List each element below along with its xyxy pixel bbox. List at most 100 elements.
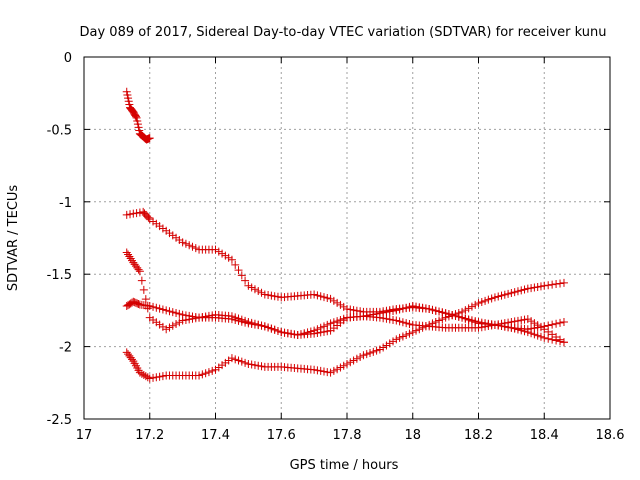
data-point xyxy=(313,366,322,375)
data-point xyxy=(326,294,335,303)
data-point xyxy=(168,308,177,317)
data-point xyxy=(556,318,565,327)
data-point xyxy=(366,311,375,320)
data-point xyxy=(204,368,213,377)
data-point xyxy=(362,311,371,320)
data-point xyxy=(527,317,536,326)
x-tick-label: 17.6 xyxy=(267,428,296,443)
data-point xyxy=(158,305,167,314)
data-point xyxy=(231,260,240,269)
data-point xyxy=(247,320,256,329)
data-point xyxy=(527,284,536,293)
data-point xyxy=(254,361,263,370)
data-point xyxy=(481,296,490,305)
data-point xyxy=(152,373,161,382)
data-point xyxy=(513,325,522,334)
data-point xyxy=(474,299,483,308)
data-point xyxy=(513,287,522,296)
data-point xyxy=(356,353,365,362)
data-point xyxy=(395,305,404,314)
x-tick-label: 17.8 xyxy=(333,428,362,443)
data-point xyxy=(372,309,381,318)
data-point xyxy=(527,329,536,338)
data-point xyxy=(425,304,434,313)
data-point xyxy=(257,321,266,330)
data-point xyxy=(126,210,135,219)
data-point xyxy=(523,284,532,293)
data-point xyxy=(329,296,338,305)
data-point xyxy=(431,306,440,315)
data-point xyxy=(165,307,174,316)
data-point xyxy=(316,328,325,337)
data-point xyxy=(339,361,348,370)
data-point xyxy=(461,306,470,315)
data-point xyxy=(454,309,463,318)
data-point xyxy=(379,308,388,317)
data-point xyxy=(392,335,401,344)
data-point xyxy=(402,331,411,340)
data-point xyxy=(155,372,164,381)
data-point xyxy=(346,305,355,314)
data-point xyxy=(319,293,328,302)
data-point xyxy=(552,336,561,345)
data-point xyxy=(389,306,398,315)
data-point xyxy=(135,208,144,217)
data-point xyxy=(310,365,319,374)
series-track-e xyxy=(122,278,568,383)
data-point xyxy=(313,328,322,337)
data-point xyxy=(379,343,388,352)
data-point xyxy=(124,94,133,103)
data-point xyxy=(385,307,394,316)
grid xyxy=(84,57,610,419)
data-point xyxy=(477,298,486,307)
data-point xyxy=(134,123,143,132)
data-point xyxy=(428,305,437,314)
data-point xyxy=(125,100,134,109)
data-point xyxy=(158,372,167,381)
data-point xyxy=(257,362,266,371)
chart-title: Day 089 of 2017, Sidereal Day-to-day VTE… xyxy=(80,25,607,40)
data-point xyxy=(375,309,384,318)
data-point xyxy=(144,213,153,222)
data-point xyxy=(418,323,427,332)
x-tick-label: 18.4 xyxy=(530,428,559,443)
data-point xyxy=(185,241,194,250)
data-point xyxy=(277,328,286,337)
x-tick-label: 18 xyxy=(404,428,421,443)
data-point xyxy=(497,322,506,331)
data-point xyxy=(181,311,190,320)
data-point xyxy=(333,298,342,307)
data-point xyxy=(125,252,134,261)
data-point xyxy=(155,304,164,313)
y-tick-label: -2.5 xyxy=(47,413,72,428)
data-point xyxy=(467,316,476,325)
data-point xyxy=(244,319,253,328)
data-point xyxy=(382,308,391,317)
data-point xyxy=(438,315,447,324)
data-point xyxy=(231,355,240,364)
data-point xyxy=(214,247,223,256)
data-point xyxy=(408,328,417,337)
data-point xyxy=(128,107,137,116)
data-point xyxy=(392,316,401,325)
data-point xyxy=(552,280,561,289)
data-point xyxy=(270,325,279,334)
axis-ticks: 17 17.2 17.4 17.6 17.8 18 18.2 18.4 18.6 0 -0.5 -1 -… xyxy=(47,51,625,443)
data-point xyxy=(510,317,519,326)
data-point xyxy=(421,322,430,331)
data-point xyxy=(227,315,236,324)
data-point xyxy=(195,371,204,380)
data-point xyxy=(504,289,513,298)
data-point xyxy=(517,286,526,295)
data-point xyxy=(500,322,509,331)
data-point xyxy=(234,316,243,325)
y-tick-label: -1.5 xyxy=(47,268,72,283)
plot-frame xyxy=(83,56,611,420)
data-point xyxy=(451,310,460,319)
data-point xyxy=(359,312,368,321)
data-point xyxy=(533,321,542,330)
data-point xyxy=(254,321,263,330)
data-point xyxy=(362,350,371,359)
data-point xyxy=(241,276,250,285)
data-point xyxy=(172,320,181,329)
